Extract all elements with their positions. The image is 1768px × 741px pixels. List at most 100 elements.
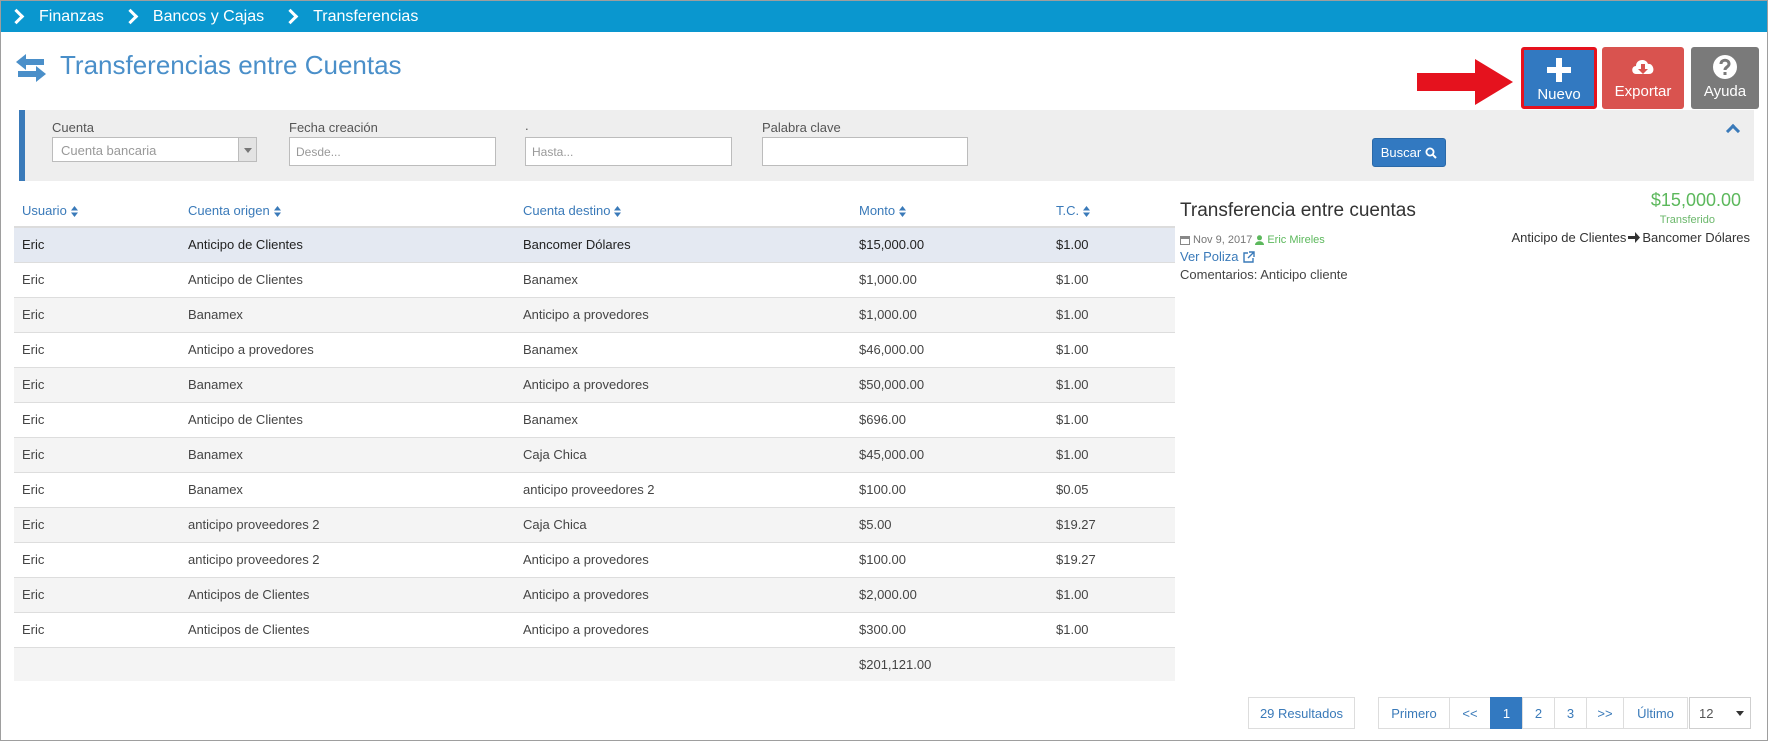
plus-icon	[1547, 58, 1571, 82]
breadcrumb-label[interactable]: Bancos y Cajas	[152, 7, 265, 25]
table-row[interactable]: Eric Anticipo de Clientes Banamex $1,000.00…	[14, 262, 1175, 298]
sort-icon	[273, 205, 281, 217]
detail-comments: Comentarios: Anticipo cliente	[1180, 267, 1348, 282]
cell-cuenta-origen: Anticipo de Clientes	[180, 402, 515, 438]
cell-usuario: Eric	[14, 437, 180, 473]
sort-icon	[614, 205, 622, 217]
table-row[interactable]: Eric anticipo proveedores 2 Anticipo a pro…	[14, 542, 1175, 578]
chevron-right-icon	[8, 8, 25, 25]
external-link-icon	[1242, 250, 1255, 263]
cell-usuario: Eric	[14, 297, 180, 333]
page-next[interactable]: >>	[1586, 697, 1624, 729]
breadcrumb-item-transferencias[interactable]: Transferencias	[282, 8, 436, 26]
hasta-input[interactable]: Hasta...	[525, 137, 732, 166]
col-label: T.C.	[1056, 202, 1080, 218]
col-usuario[interactable]: Usuario	[14, 194, 180, 228]
exchange-icon	[16, 54, 46, 82]
page-size-select[interactable]: 12	[1689, 697, 1751, 729]
results-count: 29 Resultados	[1248, 697, 1355, 729]
palabra-clave-label: Palabra clave	[762, 120, 841, 135]
page-2[interactable]: 2	[1522, 697, 1555, 729]
chevron-down-icon[interactable]	[238, 138, 256, 161]
col-monto[interactable]: Monto	[851, 194, 1048, 228]
table-row[interactable]: Eric Anticipos de Clientes Anticipo a prov…	[14, 577, 1175, 613]
page-prev[interactable]: <<	[1449, 697, 1491, 729]
cell-cuenta-destino: Banamex	[515, 402, 851, 438]
cell-cuenta-destino: Anticipo a provedores	[515, 367, 851, 403]
cell-tc: $1.00	[1048, 332, 1175, 368]
cell-tc: $19.27	[1048, 542, 1175, 578]
table-row[interactable]: Eric Banamex Caja Chica $45,000.00 $1.00	[14, 437, 1175, 473]
col-label: Cuenta origen	[188, 202, 270, 218]
chevron-right-icon	[282, 8, 299, 25]
cloud-download-icon	[1632, 60, 1654, 74]
breadcrumb-label[interactable]: Finanzas	[39, 7, 104, 25]
buscar-button[interactable]: Buscar	[1372, 138, 1446, 167]
cell-cuenta-origen: Anticipos de Clientes	[180, 612, 515, 648]
chevron-up-icon[interactable]	[1725, 123, 1741, 139]
page-size-value: 12	[1699, 706, 1714, 721]
cell-cuenta-origen: Anticipo de Clientes	[180, 262, 515, 298]
table-row[interactable]: Eric Anticipo de Clientes Bancomer Dólares…	[14, 227, 1175, 263]
ayuda-button[interactable]: Ayuda	[1691, 47, 1759, 109]
cell-cuenta-destino: Banamex	[515, 332, 851, 368]
detail-author: Eric Mireles	[1267, 234, 1325, 246]
page-3[interactable]: 3	[1554, 697, 1587, 729]
cell-tc: $1.00	[1048, 437, 1175, 473]
buscar-label: Buscar	[1380, 145, 1422, 160]
total-empty-cell	[515, 647, 851, 681]
table-row[interactable]: Eric Banamex Anticipo a provedores $1,000.0…	[14, 297, 1175, 333]
col-cuenta-origen[interactable]: Cuenta origen	[180, 194, 515, 228]
ver-poliza-link[interactable]: Ver Poliza	[1180, 249, 1255, 264]
breadcrumb-label[interactable]: Transferencias	[313, 7, 419, 25]
desde-input[interactable]: Desde...	[289, 137, 496, 166]
table-row[interactable]: Eric Anticipos de Clientes Anticipo a prov…	[14, 612, 1175, 648]
cell-monto: $696.00	[851, 402, 1048, 438]
cell-tc: $1.00	[1048, 577, 1175, 613]
page-1[interactable]: 1	[1490, 697, 1523, 729]
table-row[interactable]: Eric Anticipo de Clientes Banamex $696.00 $1…	[14, 402, 1175, 438]
cell-cuenta-origen: Banamex	[180, 472, 515, 508]
cell-monto: $15,000.00	[851, 227, 1048, 263]
table-row[interactable]: Eric anticipo proveedores 2 Caja Chica $5.0…	[14, 507, 1175, 543]
exportar-button[interactable]: Exportar	[1602, 47, 1684, 109]
breadcrumb-item-bancos[interactable]: Bancos y Cajas	[122, 8, 282, 26]
cell-monto: $50,000.00	[851, 367, 1048, 403]
cuenta-select-value: Cuenta bancaria	[61, 143, 157, 158]
cell-usuario: Eric	[14, 577, 180, 613]
table-row[interactable]: Eric Anticipo a provedores Banamex $46,000.…	[14, 332, 1175, 368]
cell-monto: $100.00	[851, 542, 1048, 578]
annotation-arrow-icon	[1417, 59, 1513, 105]
table-row[interactable]: Eric Banamex Anticipo a provedores $50,000.…	[14, 367, 1175, 403]
col-tc[interactable]: T.C.	[1048, 194, 1175, 228]
ver-poliza-label[interactable]: Ver Poliza	[1180, 249, 1239, 264]
cell-usuario: Eric	[14, 367, 180, 403]
nuevo-button[interactable]: Nuevo	[1521, 47, 1597, 109]
cell-cuenta-origen: Banamex	[180, 367, 515, 403]
page-first[interactable]: Primero	[1378, 697, 1450, 729]
table-row[interactable]: Eric Banamex anticipo proveedores 2 $100.00…	[14, 472, 1175, 508]
cell-usuario: Eric	[14, 612, 180, 648]
detail-meta: Nov 9, 2017 Eric Mireles	[1180, 234, 1325, 246]
cell-cuenta-origen: Anticipos de Clientes	[180, 577, 515, 613]
cell-cuenta-destino: Bancomer Dólares	[515, 227, 851, 263]
palabra-clave-input[interactable]	[762, 137, 968, 166]
exportar-label: Exportar	[1614, 83, 1672, 100]
col-label: Usuario	[22, 202, 67, 218]
cell-tc: $1.00	[1048, 612, 1175, 648]
cell-monto: $45,000.00	[851, 437, 1048, 473]
sort-icon	[1083, 205, 1091, 217]
total-empty-cell	[180, 647, 515, 681]
page-last[interactable]: Último	[1623, 697, 1688, 729]
transfers-table: Usuario Cuenta origen Cuenta destino Mon…	[14, 194, 1175, 681]
col-cuenta-destino[interactable]: Cuenta destino	[515, 194, 851, 228]
cuenta-select[interactable]: Cuenta bancaria	[52, 137, 257, 162]
breadcrumb-item-finanzas[interactable]: Finanzas	[8, 7, 122, 26]
detail-status: Transferido	[1659, 214, 1715, 226]
cell-tc: $1.00	[1048, 402, 1175, 438]
hasta-label: .	[525, 118, 529, 133]
ayuda-label: Ayuda	[1703, 83, 1747, 100]
cell-tc: $1.00	[1048, 262, 1175, 298]
sort-icon	[899, 205, 907, 217]
